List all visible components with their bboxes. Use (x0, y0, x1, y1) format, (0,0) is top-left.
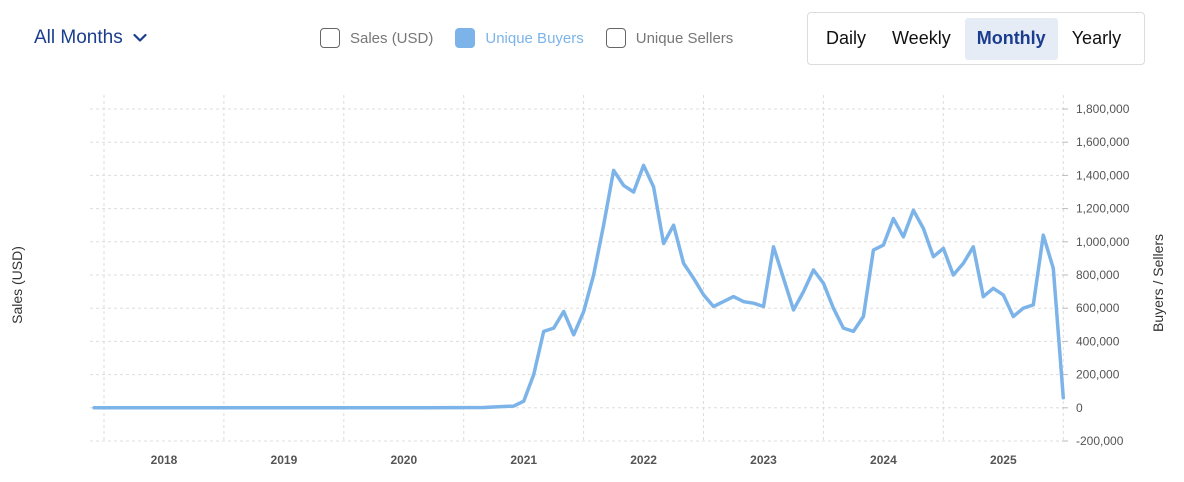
y-axis-ticks: 1,800,000 1,600,000 1,400,000 1,200,000 1,00… (1062, 102, 1130, 448)
legend-buyers-label: Unique Buyers (485, 29, 584, 47)
month-range-label: All Months (34, 27, 123, 48)
y-tick-label: 1,400,000 (1076, 168, 1130, 182)
x-tick-label: 2025 (990, 453, 1017, 467)
x-tick-label: 2018 (151, 453, 178, 467)
legend-buyers-toggle[interactable]: Unique Buyers (455, 28, 584, 48)
period-yearly-button[interactable]: Yearly (1071, 28, 1122, 48)
sellers-checkbox[interactable] (605, 28, 626, 48)
x-axis-ticks: 2018 2019 2020 2021 2022 2023 2024 2025 (151, 453, 1017, 467)
unique-buyers-line (92, 163, 1066, 410)
x-tick-label: 2021 (510, 453, 537, 467)
legend-sales-toggle[interactable]: Sales (USD) (320, 28, 433, 48)
y-tick-label: 1,200,000 (1076, 202, 1130, 216)
y-tick-label: 1,600,000 (1076, 135, 1130, 149)
y-tick-label: 1,800,000 (1076, 102, 1130, 116)
y-tick-label: 0 (1076, 401, 1083, 415)
period-daily-button[interactable]: Daily (826, 28, 867, 48)
y-tick-label: 400,000 (1076, 334, 1120, 348)
x-tick-label: 2024 (870, 453, 897, 467)
y-tick-label: 1,000,000 (1076, 235, 1130, 249)
period-toggle: Daily Weekly Monthly Yearly (807, 12, 1145, 65)
y-tick-label: -200,000 (1076, 434, 1124, 448)
left-axis-title: Sales (USD) (9, 246, 25, 324)
period-monthly-button[interactable]: Monthly (964, 17, 1058, 60)
series-legend: Sales (USD) Unique Buyers Unique Sellers (320, 28, 733, 48)
x-tick-label: 2019 (271, 453, 298, 467)
x-tick-label: 2022 (630, 453, 657, 467)
right-axis-title: Buyers / Sellers (1150, 234, 1166, 332)
chart-grid (90, 95, 1064, 442)
legend-sellers-toggle[interactable]: Unique Sellers (605, 28, 734, 48)
buyers-checkbox[interactable] (455, 28, 476, 48)
y-tick-label: 600,000 (1076, 301, 1120, 315)
chevron-down-icon (133, 33, 147, 42)
period-weekly-button[interactable]: Weekly (892, 28, 951, 48)
month-range-dropdown[interactable]: All Months (34, 27, 147, 49)
sales-checkbox[interactable] (320, 28, 340, 48)
legend-sales-label: Sales (USD) (350, 29, 434, 47)
y-tick-label: 200,000 (1076, 368, 1120, 382)
y-tick-label: 800,000 (1076, 268, 1120, 282)
x-tick-label: 2023 (750, 453, 777, 467)
legend-sellers-label: Unique Sellers (635, 29, 734, 47)
x-tick-label: 2020 (390, 453, 417, 467)
